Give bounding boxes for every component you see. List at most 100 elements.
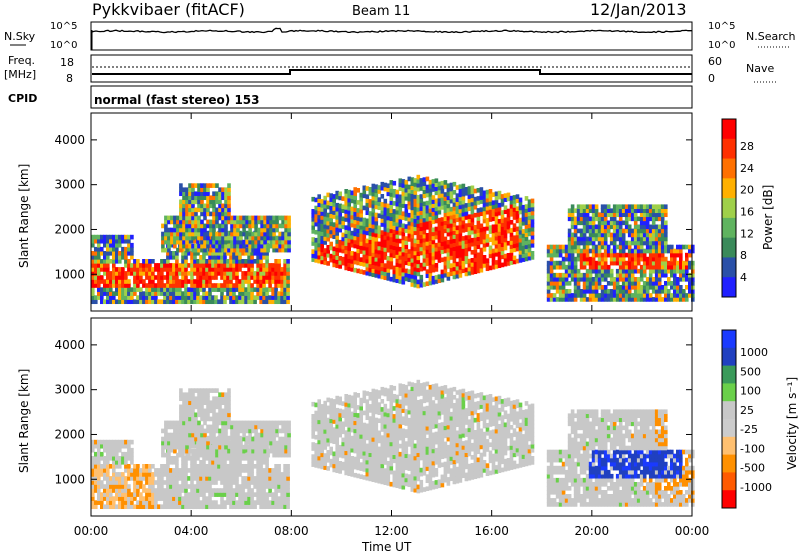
power-cell (673, 257, 677, 262)
power-cell (277, 259, 281, 264)
power-cell (531, 215, 535, 220)
power-cell (130, 255, 134, 260)
velocity-cell (118, 492, 122, 497)
velocity-cell (194, 417, 198, 422)
velocity-cell (250, 460, 254, 465)
velocity-cell (178, 484, 182, 489)
velocity-cell (277, 464, 281, 469)
power-cell (224, 224, 228, 229)
power-cell (224, 228, 228, 233)
power-cell (628, 245, 632, 250)
power-cell (268, 283, 272, 288)
power-cell (287, 216, 291, 221)
power-cell (227, 191, 231, 196)
velocity-cell (178, 504, 182, 509)
velocity-cell (286, 480, 290, 485)
velocity-cell (130, 460, 134, 465)
power-cell (480, 264, 484, 269)
power-cell (287, 232, 291, 237)
power-cell (679, 253, 683, 258)
power-cell (601, 293, 605, 298)
velocity-cell (130, 452, 134, 457)
power-cell (359, 261, 363, 266)
power-cell (601, 257, 605, 262)
power-cell (531, 255, 535, 260)
power-cell (661, 249, 665, 254)
power-cell (353, 195, 357, 200)
velocity-cell (164, 429, 168, 434)
power-cell (238, 279, 242, 284)
velocity-cell (202, 460, 206, 465)
power-cell (531, 239, 535, 244)
velocity-cell (160, 476, 164, 481)
power-cell (420, 214, 424, 219)
freq-tick-bottom: 8 (66, 72, 73, 85)
power-cell (531, 203, 535, 208)
power-cell (97, 271, 101, 276)
power-cell (634, 212, 638, 217)
power-cell (664, 285, 668, 290)
power-cell (275, 228, 279, 233)
velocity-cell (179, 409, 183, 414)
power-cell (565, 277, 569, 282)
power-cell (664, 208, 668, 213)
power-cell (676, 281, 680, 286)
power-cell (586, 245, 590, 250)
velocity-cell (121, 472, 125, 477)
power-cell (127, 279, 131, 284)
velocity-cell (118, 476, 122, 481)
power-cell (670, 245, 674, 250)
power-cell (227, 195, 231, 200)
velocity-cell (203, 421, 207, 426)
velocity-cell (130, 440, 134, 445)
power-cell (206, 244, 210, 249)
velocity-cell (193, 460, 197, 465)
power-colorbar: 282420161284 (722, 119, 754, 298)
power-cell (661, 208, 665, 213)
power-cell (661, 229, 665, 234)
power-cell (238, 283, 242, 288)
power-cell (112, 263, 116, 268)
velocity-cell (262, 488, 266, 493)
power-cell (239, 240, 243, 245)
velocity-cell (238, 496, 242, 501)
velocity-cell (130, 456, 134, 461)
power-cell (203, 228, 207, 233)
power-cell (420, 178, 424, 183)
power-cell (139, 287, 143, 292)
power-cell (130, 247, 134, 252)
power-cell (148, 263, 152, 268)
power-cell (179, 191, 183, 196)
power-cell (583, 293, 587, 298)
velocity-cell (239, 441, 243, 446)
power-cell (178, 295, 182, 300)
power-cell (262, 283, 266, 288)
power-cell (190, 275, 194, 280)
freq-unit-label: [MHz] (4, 68, 36, 81)
velocity-cell (106, 468, 110, 473)
power-cell (253, 299, 257, 304)
power-cell (562, 261, 566, 266)
velocity-cell (250, 488, 254, 493)
power-cell (607, 265, 611, 270)
power-cell (562, 285, 566, 290)
power-cell (202, 255, 206, 260)
power-cell (197, 216, 201, 221)
velocity-cell (265, 496, 269, 501)
velocity-cell (97, 476, 101, 481)
power-cell (100, 275, 104, 280)
velocity-cell (277, 468, 281, 473)
velocity-cell (232, 496, 236, 501)
velocity-cell (136, 488, 140, 493)
power-cell (661, 253, 665, 258)
power-cell (574, 233, 578, 238)
power-cell (232, 291, 236, 296)
velocity-cell (175, 460, 179, 465)
power-cell (661, 237, 665, 242)
power-cell (679, 285, 683, 290)
power-cell (202, 287, 206, 292)
power-cell (179, 228, 183, 233)
power-cell (118, 255, 122, 260)
power-cell (359, 201, 363, 206)
date-label: 12/Jan/2013 (590, 0, 687, 19)
